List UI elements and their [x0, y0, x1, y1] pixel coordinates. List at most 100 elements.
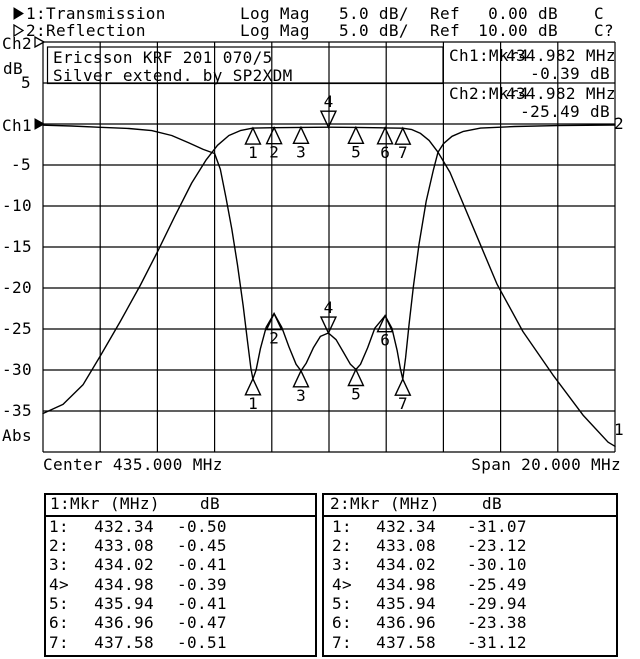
marker-frequency-cell: 436.96: [376, 613, 436, 633]
x-axis-span-label: Span 20.000 MHz: [471, 455, 621, 474]
marker-value-cell: -0.41: [177, 555, 227, 575]
ch2-marker-table-title: 2:Mkr (MHz): [330, 494, 440, 513]
marker-number-cell: 1:: [49, 516, 69, 536]
ch1-marker-4-symbol: [319, 110, 338, 129]
trace-2-edge-number: 2: [614, 114, 624, 133]
marker-number-cell: 7:: [332, 632, 352, 652]
marker-frequency-cell: 435.94: [376, 594, 436, 614]
reflection-trace: [42, 124, 616, 380]
ch2-marker-table-rows: 1: 432.34 -31.07 2: 433.08 -23.12 3: 434.02 -30.…: [324, 517, 616, 653]
ch1-marker-table-row: 6: 436.96 -0.47: [46, 614, 315, 633]
ch2-marker-table-row: 4> 434.98 -25.49: [324, 575, 616, 594]
ch1-marker-table-title: 1:Mkr (MHz): [50, 494, 160, 513]
channel-1-cal-status: C: [594, 4, 604, 23]
marker-number-cell: 5:: [49, 594, 69, 614]
marker-frequency-cell: 434.02: [376, 555, 436, 575]
ch1-marker-6-number: 6: [380, 143, 390, 162]
ch1-marker-3-number: 3: [296, 142, 306, 161]
ch1-marker-7-symbol: [394, 126, 412, 145]
ch1-marker-4-number: 4: [324, 92, 334, 111]
marker-frequency-cell: 436.96: [94, 613, 154, 633]
marker-value-cell: -0.39: [177, 574, 227, 594]
ch2-ref-position-icon: [34, 36, 45, 49]
marker-value-cell: -23.12: [467, 535, 527, 555]
marker-number-cell: 7:: [49, 632, 69, 652]
ch2-marker-table-row: 5: 435.94 -29.94: [324, 595, 616, 614]
device-title-line2: Silver extend. by SP2XDM: [53, 66, 293, 85]
y-axis-tick-label: -5: [11, 155, 31, 174]
y-axis-tick-label: -35: [2, 401, 32, 420]
marker-frequency-cell: 435.94: [94, 594, 154, 614]
marker-frequency-cell: 434.98: [376, 574, 436, 594]
ch1-marker-table-row: 2: 433.08 -0.45: [46, 536, 315, 555]
channel-2-inactive-icon: [13, 24, 24, 37]
ch2-marker-5-symbol: [347, 367, 365, 387]
ch2-marker-7-symbol: [394, 377, 412, 396]
ch2-marker-4-symbol: [319, 316, 338, 335]
ch1-marker-5-number: 5: [351, 142, 361, 161]
channel-2-ref-label: Ref: [430, 21, 460, 40]
marker-number-cell: 3:: [49, 555, 69, 575]
title-info-box-border: [46, 46, 444, 85]
y-axis-tick-label: -25: [2, 319, 32, 338]
ch1-marker-table-row: 1: 432.34 -0.50: [46, 517, 315, 536]
ch2-marker-readout-freq: 434.982 MHz: [506, 84, 616, 103]
marker-value-cell: -0.50: [177, 516, 227, 536]
marker-value-cell: -25.49: [467, 574, 527, 594]
device-title-line1: Ericsson KRF 201 070/5: [53, 48, 273, 67]
marker-number-cell: 6:: [49, 613, 69, 633]
y-axis-tick-label: -15: [2, 237, 32, 256]
ch2-marker-table-row: 6: 436.96 -23.38: [324, 614, 616, 633]
ch1-marker-3-symbol: [292, 125, 310, 145]
ch1-marker-table-header: 1:Mkr (MHz) dB: [46, 495, 315, 517]
ch2-marker-table-row: 3: 434.02 -30.10: [324, 556, 616, 575]
channel-1-legend: 1:Transmission: [26, 4, 166, 23]
y-axis-tick-label: -30: [2, 360, 32, 379]
channel-1-active-icon: [13, 7, 24, 20]
channel-2-scale: 5.0 dB/: [339, 21, 409, 40]
ch2-marker-6-symbol: [376, 314, 394, 333]
marker-value-cell: -0.51: [177, 632, 227, 652]
marker-value-cell: -0.45: [177, 535, 227, 555]
ch1-axis-label: Ch1: [2, 116, 32, 135]
channel-2-number: 2:: [26, 21, 46, 40]
marker-number-cell: 1:: [332, 516, 352, 536]
marker-number-cell: 4>: [332, 574, 352, 594]
marker-frequency-cell: 434.02: [94, 555, 154, 575]
ch1-marker-table-row: 7: 437.58 -0.51: [46, 633, 315, 652]
ch2-marker-table-unit: dB: [482, 494, 502, 513]
channel-2-name: Reflection: [45, 21, 146, 40]
y-axis-tick-label: -20: [2, 278, 32, 297]
marker-frequency-cell: 433.08: [94, 535, 154, 555]
marker-number-cell: 5:: [332, 594, 352, 614]
x-axis-center-label: Center 435.000 MHz: [43, 455, 223, 474]
ch2-marker-7-number: 7: [398, 394, 408, 413]
ch2-marker-table-header: 2:Mkr (MHz) dB: [324, 495, 616, 517]
marker-value-cell: -30.10: [467, 555, 527, 575]
y-axis-abs-label: Abs: [2, 426, 32, 445]
marker-frequency-cell: 437.58: [376, 632, 436, 652]
ch1-marker-table: 1:Mkr (MHz) dB 1: 432.34 -0.50 2: 433.08 -0.4…: [44, 493, 317, 657]
channel-2-cal-status: C?: [594, 21, 614, 40]
ch1-ref-position-icon: [34, 118, 45, 130]
marker-frequency-cell: 432.34: [94, 516, 154, 536]
ch1-marker-readout-freq: 434.982 MHz: [506, 46, 616, 65]
marker-number-cell: 2:: [49, 535, 69, 555]
channel-1-ref-label: Ref: [430, 4, 460, 23]
ch2-marker-4-number: 4: [324, 298, 334, 317]
ch1-marker-2-symbol: [265, 126, 283, 145]
channel-1-scale: 5.0 dB/: [339, 4, 409, 23]
ch2-marker-1-symbol: [244, 377, 262, 396]
ch1-marker-readout-value: -0.39 dB: [530, 64, 610, 83]
channel-2-format: Log Mag: [240, 21, 310, 40]
channel-1-number: 1:: [26, 4, 46, 23]
marker-frequency-cell: 433.08: [376, 535, 436, 555]
ch1-marker-7-number: 7: [398, 143, 408, 162]
ch1-marker-table-rows: 1: 432.34 -0.50 2: 433.08 -0.45 3: 434.02 -0.41 4…: [46, 517, 315, 653]
channel-1-ref-value: 0.00 dB: [488, 4, 558, 23]
marker-number-cell: 4>: [49, 574, 69, 594]
marker-number-cell: 2:: [332, 535, 352, 555]
ch1-marker-1-symbol: [244, 126, 262, 145]
ch2-marker-2-number: 2: [269, 329, 279, 348]
